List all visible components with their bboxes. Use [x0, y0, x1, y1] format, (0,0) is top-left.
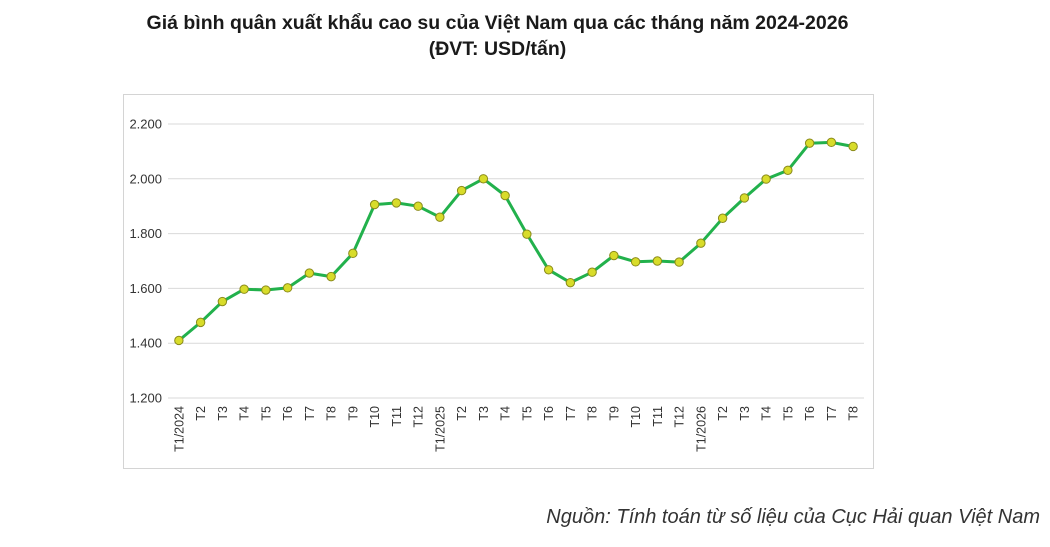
data-point	[304, 268, 315, 278]
data-point	[543, 265, 554, 275]
y-tick-label: 1.600	[129, 281, 162, 296]
series-line	[177, 140, 855, 342]
data-point	[239, 284, 249, 294]
x-tick-label: T11	[390, 406, 404, 427]
data-point	[174, 335, 184, 346]
data-point	[369, 199, 380, 210]
data-point	[804, 138, 815, 148]
x-tick-label: T6	[281, 406, 295, 421]
x-tick-label: T2	[194, 406, 208, 421]
data-point	[696, 238, 706, 248]
data-point	[435, 212, 445, 222]
x-tick-label: T4	[760, 406, 774, 421]
x-tick-label: T5	[259, 406, 273, 421]
data-point	[261, 285, 271, 295]
x-tick-label: T7	[825, 406, 839, 421]
data-point	[478, 174, 489, 184]
x-tick-label: T10	[629, 406, 643, 428]
data-point	[565, 277, 576, 288]
data-point	[195, 317, 206, 328]
chart-frame: 1.200 1.400 1.600 1.800 2.000 2.200 T1/2024 T2 T…	[123, 94, 874, 469]
x-tick-label: T3	[216, 406, 230, 421]
x-tick-label: T5	[520, 406, 534, 421]
x-tick-label: T6	[803, 406, 817, 421]
x-tick-label: T12	[673, 406, 687, 428]
x-tick-label: T8	[325, 406, 339, 421]
data-point	[413, 201, 423, 211]
x-tick-label: T4	[499, 406, 513, 421]
x-tick-label: T4	[238, 406, 252, 421]
y-tick-label: 1.400	[129, 336, 162, 351]
data-point	[609, 250, 619, 261]
line-chart: 1.200 1.400 1.600 1.800 2.000 2.200 T1/2024 T2 T…	[129, 117, 864, 452]
chart-title-line1: Giá bình quân xuất khẩu cao su của Việt …	[146, 12, 849, 34]
x-tick-label: T5	[781, 406, 795, 421]
data-point	[717, 213, 728, 223]
data-point	[282, 283, 293, 293]
x-tick-label: T8	[847, 406, 861, 421]
x-tick-label: T2	[716, 406, 730, 421]
data-point	[630, 257, 641, 267]
x-tick-label: T12	[412, 406, 426, 428]
data-point	[348, 248, 358, 259]
x-tick-label: T3	[477, 406, 491, 421]
x-tick-label: T11	[651, 406, 665, 427]
x-tick-label: T1/2026	[694, 406, 708, 452]
chart-title: Giá bình quân xuất khẩu cao su của Việt …	[0, 10, 995, 62]
data-point	[783, 165, 793, 176]
data-point	[500, 190, 510, 201]
y-tick-label: 1.200	[129, 391, 162, 406]
data-point	[848, 141, 858, 152]
data-point	[391, 198, 402, 208]
data-point	[674, 257, 684, 267]
data-point	[326, 271, 336, 282]
x-tick-label: T7	[564, 406, 578, 421]
x-tick-label: T8	[586, 406, 600, 421]
data-point	[217, 296, 228, 307]
x-tick-label: T7	[303, 406, 317, 421]
data-point	[522, 229, 532, 239]
data-point	[587, 267, 597, 277]
x-tick-label: T9	[607, 406, 621, 421]
x-tick-label: T2	[455, 406, 469, 421]
x-tick-label: T1/2025	[433, 406, 447, 452]
y-tick-label: 2.000	[129, 171, 162, 186]
data-point	[761, 174, 771, 184]
x-tick-label: T6	[542, 406, 556, 421]
data-point	[456, 185, 467, 196]
x-tick-label: T1/2024	[172, 406, 186, 452]
data-point	[826, 137, 837, 148]
source-note: Nguồn: Tính toán từ số liệu của Cục Hải …	[546, 506, 1040, 528]
y-tick-label: 2.200	[129, 117, 162, 132]
y-tick-label: 1.800	[129, 226, 162, 241]
x-tick-label: T3	[738, 406, 752, 421]
data-point	[739, 193, 750, 203]
x-tick-label: T10	[368, 406, 382, 428]
x-tick-label: T9	[346, 406, 360, 421]
chart-title-line2: (ĐVT: USD/tấn)	[428, 38, 567, 60]
data-point	[652, 256, 663, 266]
